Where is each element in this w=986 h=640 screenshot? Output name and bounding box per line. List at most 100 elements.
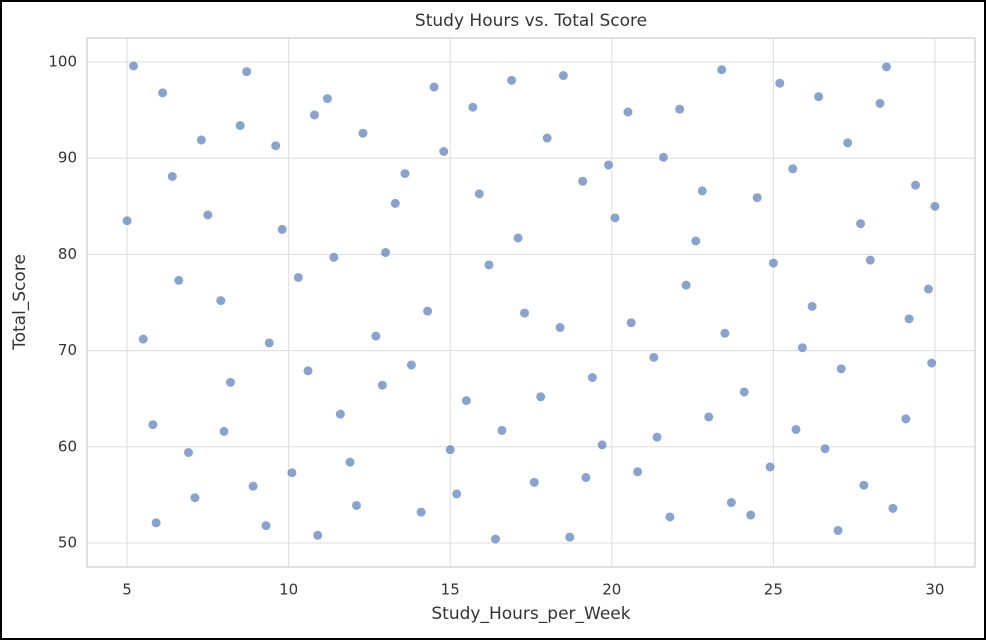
point	[215, 295, 226, 306]
point	[474, 188, 485, 199]
point	[651, 432, 663, 443]
point	[167, 171, 178, 182]
point	[739, 386, 750, 398]
point	[554, 322, 566, 333]
point	[247, 481, 259, 492]
point	[648, 352, 659, 363]
point	[270, 140, 281, 151]
point	[887, 503, 899, 514]
y-tick-label: 90	[58, 149, 77, 167]
x-tick-label: 30	[925, 581, 944, 599]
point	[703, 411, 714, 423]
point	[690, 235, 701, 247]
point	[681, 280, 692, 291]
point	[461, 395, 472, 406]
point	[370, 331, 381, 342]
point	[519, 307, 530, 319]
point	[147, 419, 159, 430]
point	[445, 444, 456, 455]
point	[202, 209, 213, 221]
point	[260, 520, 272, 531]
point	[218, 426, 230, 437]
point	[183, 447, 194, 458]
point	[622, 106, 634, 118]
point	[335, 408, 346, 420]
y-tick-label: 100	[48, 53, 77, 71]
point	[542, 132, 553, 144]
x-tick-label: 5	[122, 581, 132, 599]
point	[697, 185, 708, 197]
point	[490, 534, 501, 545]
point	[138, 333, 149, 345]
point	[903, 313, 915, 324]
point	[836, 363, 847, 374]
point	[406, 359, 417, 371]
y-tick-label: 80	[58, 245, 77, 263]
point	[328, 252, 339, 263]
point	[797, 342, 808, 353]
point	[577, 176, 588, 187]
point	[609, 212, 621, 223]
point	[428, 81, 440, 93]
y-tick-label: 50	[58, 533, 77, 551]
y-tick-label: 70	[58, 341, 77, 359]
point	[189, 492, 201, 503]
point	[128, 60, 139, 71]
point	[716, 64, 727, 75]
point	[929, 201, 941, 212]
point	[923, 283, 934, 295]
point	[900, 413, 911, 424]
point	[819, 443, 831, 454]
x-tick-label: 15	[441, 581, 460, 599]
point	[173, 275, 184, 286]
point	[157, 87, 168, 98]
point	[529, 477, 540, 488]
point	[399, 168, 411, 179]
y-tick-label: 60	[58, 437, 77, 455]
point	[286, 467, 297, 478]
x-tick-label: 10	[279, 581, 298, 599]
point	[377, 380, 388, 391]
point	[787, 163, 798, 174]
point	[752, 192, 763, 203]
point	[357, 128, 369, 139]
point	[312, 530, 323, 541]
point	[351, 500, 362, 511]
point	[322, 93, 333, 104]
point	[558, 70, 569, 81]
point	[277, 224, 288, 235]
point	[745, 509, 756, 521]
point	[774, 78, 785, 89]
point	[813, 91, 824, 102]
point	[344, 457, 356, 468]
point	[874, 98, 886, 109]
point	[451, 488, 462, 500]
point	[768, 257, 779, 269]
point	[380, 247, 391, 258]
point	[596, 439, 608, 450]
point	[855, 218, 866, 229]
point	[121, 215, 133, 226]
plot-border	[86, 37, 976, 568]
x-tick-label: 25	[764, 581, 783, 599]
point	[564, 532, 575, 543]
point	[264, 337, 275, 348]
point	[506, 75, 517, 86]
point	[390, 198, 401, 209]
point	[790, 424, 802, 435]
point	[832, 525, 844, 536]
point	[151, 517, 162, 528]
point	[512, 232, 524, 244]
point	[196, 134, 207, 146]
point	[881, 61, 892, 72]
point	[858, 480, 869, 491]
point	[807, 301, 818, 312]
point	[603, 159, 614, 171]
point	[483, 259, 495, 271]
point	[765, 461, 776, 473]
point	[438, 146, 449, 157]
point	[241, 66, 252, 77]
